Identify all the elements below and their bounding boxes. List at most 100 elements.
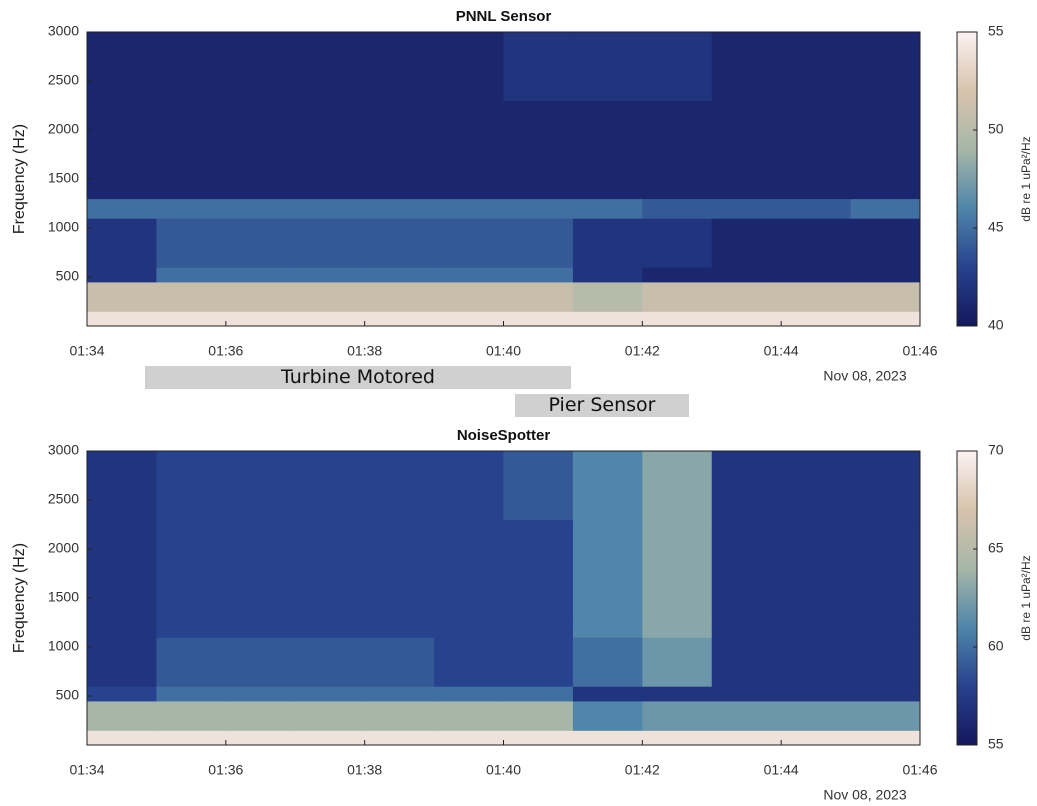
heatmap-cell (225, 281, 296, 312)
heatmap-cell (156, 700, 227, 731)
heatmap-cell (781, 617, 852, 638)
x-tick-label: 01:38 (347, 762, 382, 778)
y-tick-label: 1500 (48, 589, 79, 605)
heatmap-cell (850, 519, 921, 619)
heatmap-cell (711, 700, 782, 731)
heatmap-cell (225, 519, 296, 619)
heatmap-cell (503, 198, 574, 219)
date-label: Nov 08, 2023 (823, 368, 906, 384)
heatmap-cell (642, 617, 713, 638)
heatmap-cell (364, 32, 435, 102)
heatmap-cell (295, 451, 366, 521)
y-tick-label: 3000 (48, 442, 79, 458)
heatmap-cell (781, 730, 852, 746)
heatmap-cell (503, 700, 574, 731)
heatmap-cell (850, 451, 921, 521)
heatmap-cell (156, 686, 227, 702)
heatmap-cell (87, 311, 157, 327)
heatmap-cell (572, 686, 643, 702)
x-tick-label: 01:40 (486, 343, 521, 359)
heatmap-cell (364, 100, 435, 200)
x-tick-label: 01:36 (208, 343, 243, 359)
heatmap-cell (850, 730, 921, 746)
heatmap-cell (434, 100, 504, 200)
x-tick-label: 01:46 (902, 762, 937, 778)
heatmap-cell (156, 730, 227, 746)
x-tick-label: 01:40 (486, 762, 521, 778)
heatmap-cell (850, 198, 921, 219)
y-tick-label: 2500 (48, 491, 79, 507)
heatmap-cell (642, 267, 713, 283)
heatmap-cell (364, 281, 435, 312)
heatmap-cell (711, 218, 782, 268)
heatmap-cell (642, 311, 713, 327)
heatmap-cell (781, 198, 852, 219)
heatmap-cell (225, 311, 296, 327)
heatmap-cell (225, 267, 296, 283)
heatmap-cell (434, 686, 504, 702)
heatmap-cell (572, 311, 643, 327)
heatmap-cell (642, 686, 713, 702)
heatmap-cell (572, 519, 643, 619)
heatmap-cell (850, 637, 921, 687)
colorbar-label: dB re 1 uPa²/Hz (1019, 555, 1033, 640)
heatmap-cell (503, 617, 574, 638)
heatmap-cell (711, 281, 782, 312)
heatmap-cell (295, 267, 366, 283)
colorbar-tick-label: 55 (988, 23, 1004, 39)
y-tick-label: 500 (56, 268, 80, 284)
chart-title: NoiseSpotter (457, 427, 551, 444)
heatmap-cell (434, 32, 504, 102)
heatmap-cell (295, 519, 366, 619)
heatmap-cell (295, 218, 366, 268)
x-tick-label: 01:44 (764, 762, 799, 778)
heatmap-cell (364, 311, 435, 327)
y-tick-label: 3000 (48, 23, 79, 39)
heatmap-cell (434, 730, 504, 746)
heatmap-cell (225, 32, 296, 102)
colorbar-tick-label: 50 (988, 121, 1004, 137)
heatmap-cell (156, 519, 227, 619)
heatmap-cell (87, 700, 157, 731)
date-label: Nov 08, 2023 (823, 787, 906, 803)
colorbar-tick-label: 40 (988, 317, 1004, 333)
heatmap-cell (850, 686, 921, 702)
x-tick-label: 01:34 (69, 343, 104, 359)
heatmap-cell (364, 730, 435, 746)
x-tick-label: 01:38 (347, 343, 382, 359)
heatmap-cell (434, 700, 504, 731)
y-axis-label: Frequency (Hz) (11, 543, 28, 653)
heatmap-cell (642, 100, 713, 200)
heatmap-cell (503, 637, 574, 687)
y-tick-label: 2500 (48, 72, 79, 88)
heatmap-cell (711, 267, 782, 283)
heatmap-cell (572, 100, 643, 200)
heatmap-cell (434, 198, 504, 219)
heatmap-cell (781, 218, 852, 268)
heatmap-cell (434, 267, 504, 283)
heatmap-cell (295, 32, 366, 102)
heatmap-cell (711, 617, 782, 638)
heatmap-cell (781, 700, 852, 731)
heatmap-cell (572, 637, 643, 687)
heatmap-cell (434, 617, 504, 638)
heatmap-cell (364, 198, 435, 219)
heatmap-cell (503, 311, 574, 327)
colorbar (956, 31, 978, 327)
heatmap-cell (87, 281, 157, 312)
heatmap-cell (572, 700, 643, 731)
heatmap-cell (434, 519, 504, 619)
heatmap-cell (850, 281, 921, 312)
heatmap-cell (711, 198, 782, 219)
heatmap-cell (295, 730, 366, 746)
heatmap-cell (225, 637, 296, 687)
heatmap-cell (364, 637, 435, 687)
heatmap-cell (642, 32, 713, 102)
heatmap-cell (850, 218, 921, 268)
heatmap-cell (225, 451, 296, 521)
heatmap-cell (295, 198, 366, 219)
heatmap-cell (781, 267, 852, 283)
x-tick-label: 01:42 (625, 762, 660, 778)
colorbar-tick-label: 55 (988, 736, 1004, 752)
